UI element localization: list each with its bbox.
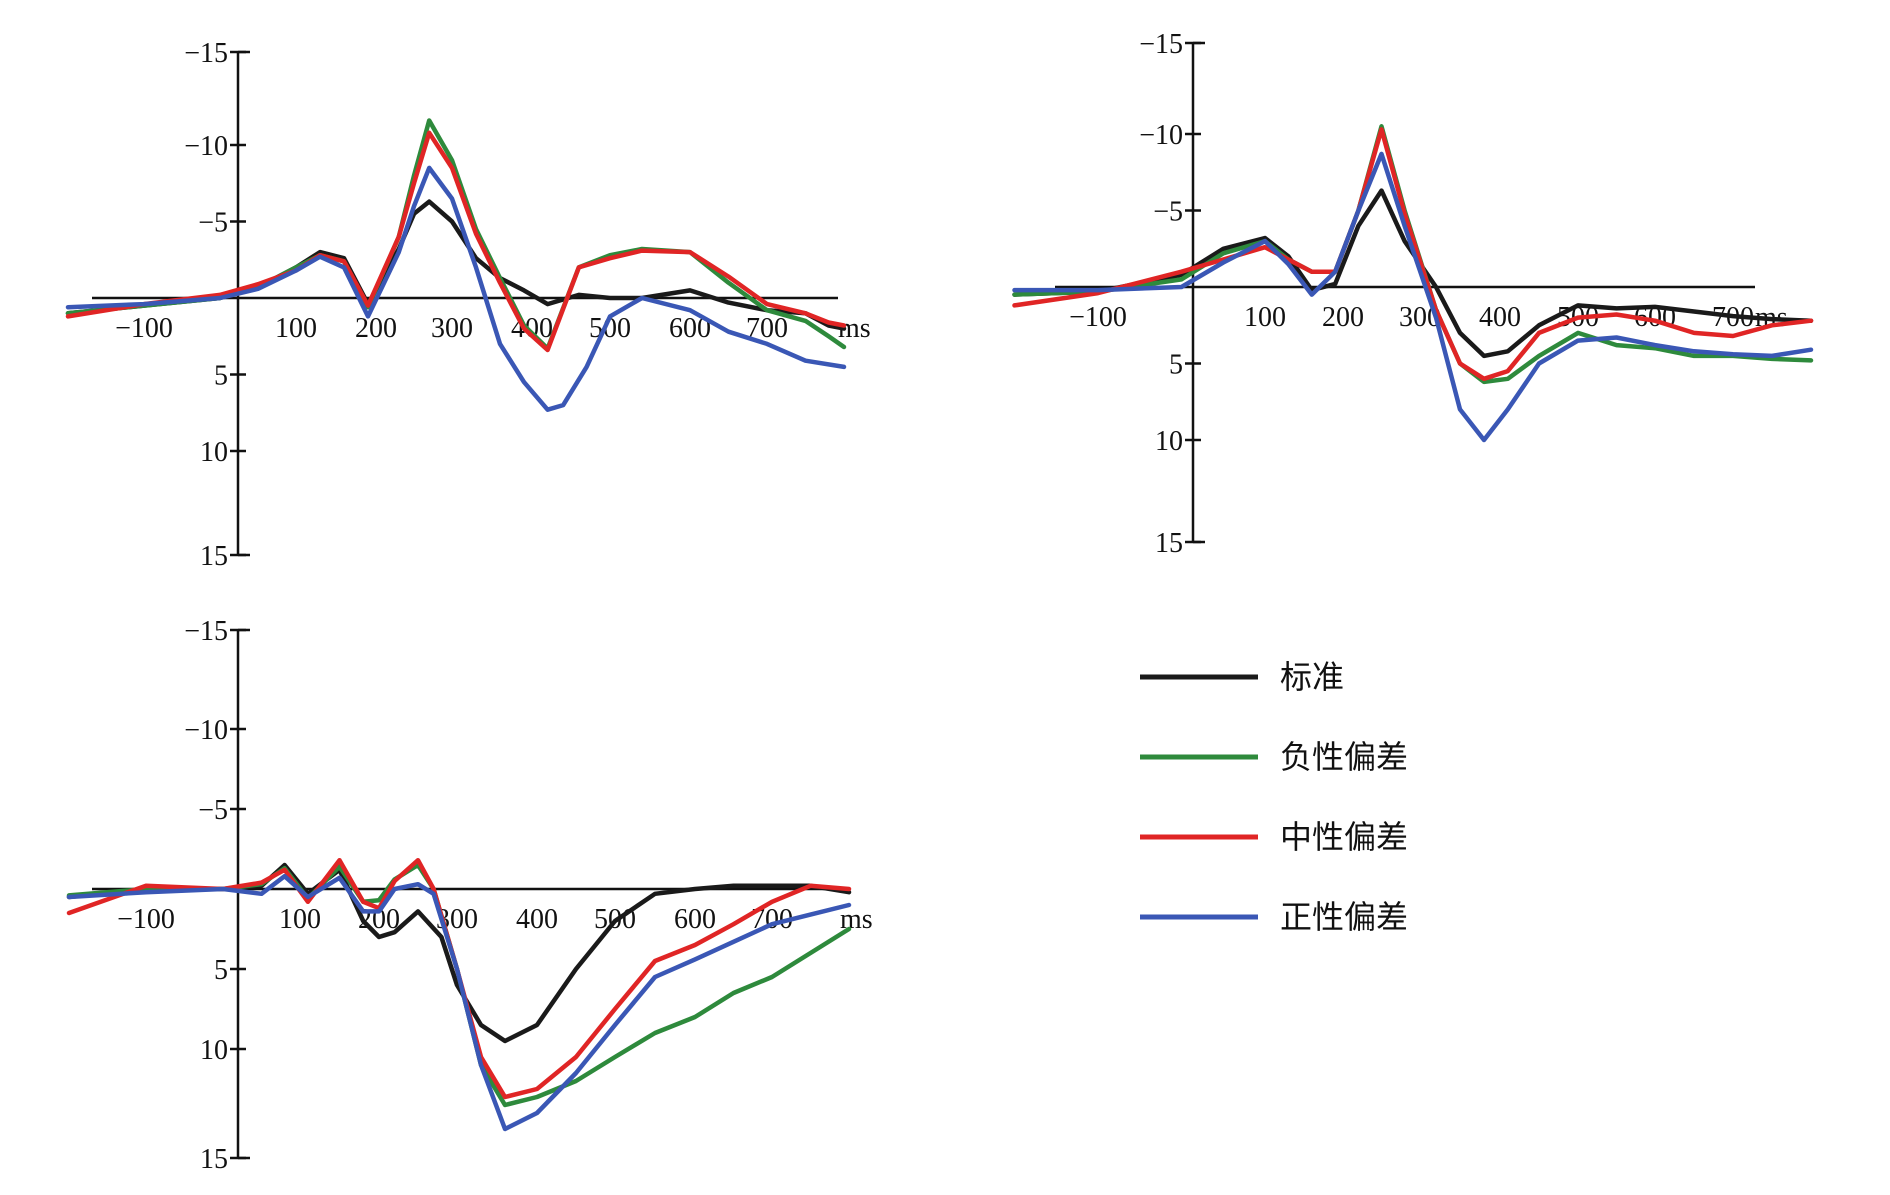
y-tick-label: −5 [198, 795, 228, 826]
legend-item: 正性偏差 [1140, 898, 1408, 936]
y-tick-label: −10 [184, 715, 228, 746]
x-tick-label: 100 [279, 904, 321, 935]
series-line-1 [1012, 188, 1814, 359]
y-tick-label: −10 [1139, 120, 1183, 151]
legend-item: 中性偏差 [1140, 818, 1408, 856]
x-tick-label: 100 [1244, 302, 1286, 333]
y-tick-label: 15 [1155, 528, 1183, 559]
legend-item: 标准 [1140, 658, 1344, 696]
x-tick-label: 600 [674, 904, 716, 935]
y-tick-label: −5 [198, 208, 228, 239]
y-tick-label: 10 [1155, 426, 1183, 457]
legend-label: 负性偏差 [1280, 738, 1408, 776]
legend-label: 标准 [1280, 658, 1344, 696]
y-tick-label: 15 [200, 1144, 228, 1175]
x-tick-label: 200 [355, 313, 397, 344]
y-tick-label: 15 [200, 541, 228, 572]
series-line-1 [65, 199, 847, 331]
x-tick-label: 400 [516, 904, 558, 935]
x-tick-label: −100 [117, 904, 175, 935]
y-tick-label: −5 [1153, 197, 1183, 228]
y-tick-label: −15 [184, 38, 228, 69]
y-tick-label: 10 [200, 437, 228, 468]
y-tick-label: 10 [200, 1035, 228, 1066]
series-line-4 [65, 165, 847, 412]
legend-label: 正性偏差 [1280, 898, 1408, 936]
y-tick-label: −15 [1139, 29, 1183, 60]
y-tick-label: 5 [214, 361, 228, 392]
legend-label: 中性偏差 [1280, 818, 1408, 856]
y-tick-label: 5 [214, 955, 228, 986]
series-line-4 [1012, 151, 1814, 443]
y-tick-label: −15 [184, 616, 228, 647]
x-tick-label: −100 [115, 313, 173, 344]
x-tick-label: 300 [431, 313, 473, 344]
x-tick-label: 200 [1322, 302, 1364, 333]
x-tick-label: −100 [1069, 302, 1127, 333]
series-line-3 [1012, 127, 1814, 382]
series-line-4 [66, 873, 852, 1132]
legend-item: 负性偏差 [1140, 738, 1408, 776]
y-tick-label: −10 [184, 131, 228, 162]
x-tick-label: 100 [275, 313, 317, 344]
x-tick-label: 400 [1479, 302, 1521, 333]
y-tick-label: 5 [1169, 350, 1183, 381]
